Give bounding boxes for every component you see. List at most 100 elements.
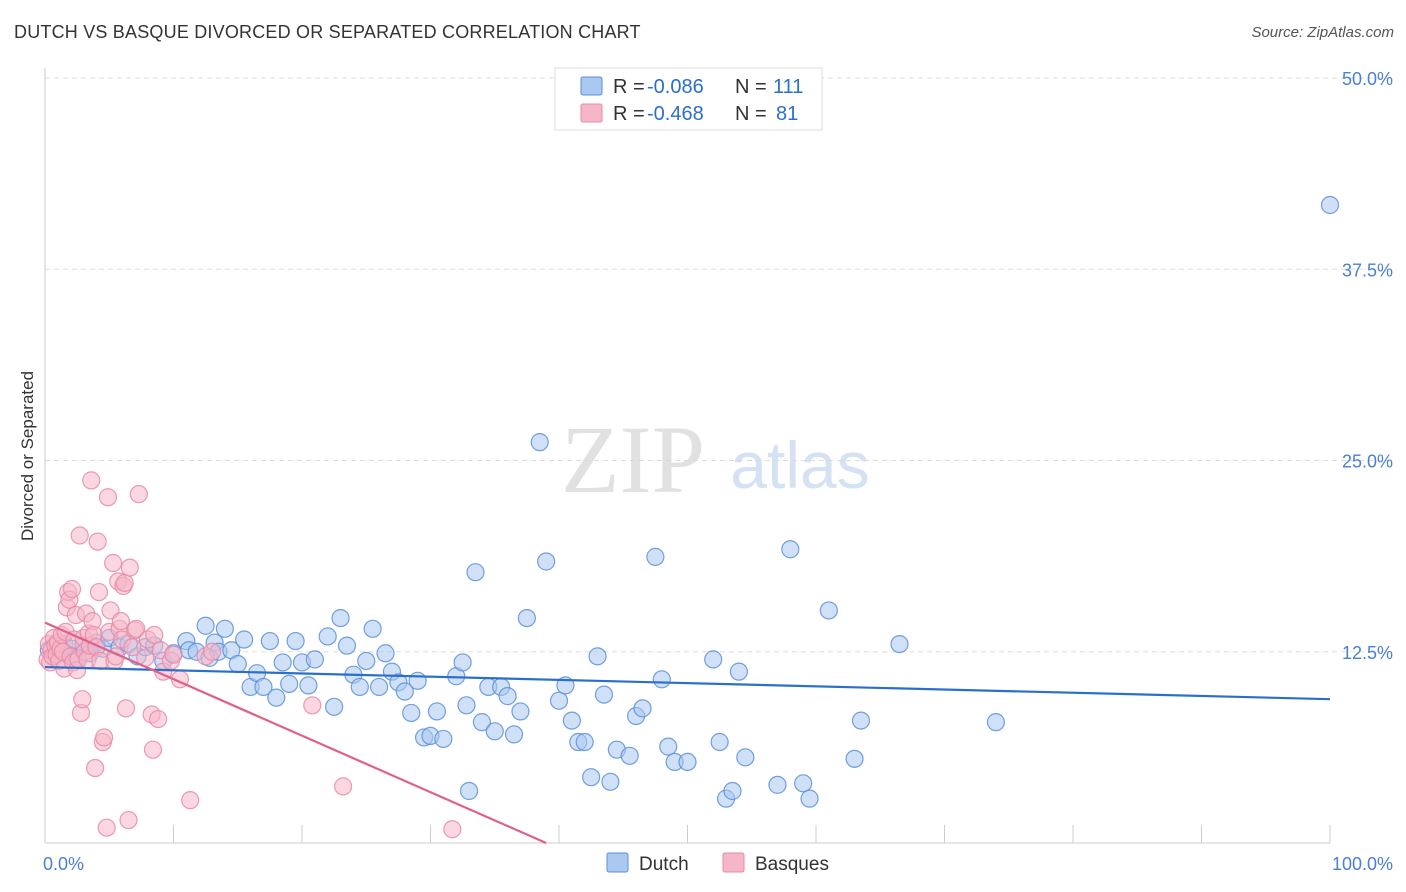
dutch-point xyxy=(273,653,292,672)
dutch-point xyxy=(318,627,337,646)
svg-text:N =: N = xyxy=(735,103,767,125)
chart-source: Source: ZipAtlas.com xyxy=(1251,24,1394,41)
dutch-point xyxy=(453,653,472,672)
basques-point xyxy=(119,810,138,830)
dutch-point xyxy=(485,722,504,741)
y-tick-label: 37.5% xyxy=(1342,260,1393,280)
dutch-point xyxy=(498,687,517,706)
points-layer xyxy=(38,195,1340,839)
dutch-point xyxy=(472,713,491,732)
basques-point xyxy=(129,485,148,504)
dutch-point xyxy=(459,781,479,801)
basques-point xyxy=(303,696,322,715)
svg-text:R =: R = xyxy=(613,76,645,98)
dutch-point xyxy=(652,670,671,689)
dutch-point xyxy=(588,647,607,666)
dutch-point xyxy=(633,699,652,718)
dutch-point xyxy=(228,654,247,674)
trend-layer xyxy=(44,621,1331,845)
dutch-point xyxy=(594,685,614,704)
dutch-point xyxy=(729,662,749,681)
basques-point xyxy=(120,558,139,577)
dutch-point xyxy=(434,729,453,749)
dutch-point xyxy=(851,711,871,730)
x-tick-label: 0.0% xyxy=(43,854,84,874)
dutch-point xyxy=(800,789,819,808)
dutch-point xyxy=(723,781,742,801)
dutch-point xyxy=(562,711,581,730)
y-tick-labels: 12.5% 25.0% 37.5% 50.0% xyxy=(1342,69,1393,663)
basques-point xyxy=(95,728,114,747)
dutch-point xyxy=(582,768,601,787)
basques-point xyxy=(334,777,353,796)
dutch-point xyxy=(357,651,376,671)
basques-point xyxy=(111,612,130,631)
dutch-r-value: -0.086 xyxy=(647,76,704,98)
dutch-point xyxy=(504,725,524,744)
basques-n-value: 81 xyxy=(776,103,798,125)
basques-point xyxy=(127,619,146,638)
x-tick-labels: 0.0% 100.0% xyxy=(43,854,1393,874)
dutch-point xyxy=(427,702,447,721)
svg-text:ZIP: ZIP xyxy=(561,406,705,513)
svg-text:R =: R = xyxy=(613,103,645,125)
x-tick-label: 100.0% xyxy=(1332,854,1393,874)
basques-point xyxy=(98,488,118,507)
dutch-point xyxy=(845,749,864,768)
dutch-point xyxy=(794,774,813,793)
legend-swatch-basques xyxy=(580,103,603,123)
y-tick-label: 25.0% xyxy=(1342,452,1393,472)
basques-point xyxy=(202,642,222,661)
legend-label-dutch: Dutch xyxy=(639,854,689,875)
dutch-point xyxy=(549,691,569,710)
svg-text:atlas: atlas xyxy=(730,428,869,502)
dutch-n-value: 111 xyxy=(773,76,803,98)
dutch-point xyxy=(819,601,838,620)
dutch-point xyxy=(678,752,697,772)
dutch-point xyxy=(710,732,729,752)
basques-point xyxy=(143,740,163,759)
legend-series: Dutch Basques xyxy=(606,852,829,875)
dutch-point xyxy=(646,547,665,566)
dutch-point xyxy=(370,677,389,697)
dutch-point xyxy=(280,674,299,693)
dutch-point xyxy=(350,677,369,697)
basques-point xyxy=(116,699,136,718)
dutch-point xyxy=(517,608,536,628)
basques-point xyxy=(97,818,116,837)
dutch-point xyxy=(466,563,485,582)
dutch-point xyxy=(267,688,286,707)
legend-swatch-dutch xyxy=(580,76,603,96)
basques-point xyxy=(86,758,105,778)
basques-point xyxy=(82,471,101,490)
dutch-point xyxy=(235,630,254,649)
basques-point xyxy=(70,526,89,545)
dutch-point xyxy=(457,696,476,715)
dutch-point xyxy=(196,616,215,635)
dutch-point xyxy=(402,703,421,723)
basques-point xyxy=(73,690,92,709)
legend-bottom-swatch-basques xyxy=(722,852,745,873)
dutch-point xyxy=(511,702,530,721)
dutch-point xyxy=(659,737,678,756)
dutch-point xyxy=(986,713,1006,732)
basques-point xyxy=(443,820,462,839)
dutch-point xyxy=(736,748,755,767)
svg-text:N =: N = xyxy=(735,76,767,98)
dutch-point xyxy=(537,552,556,571)
dutch-point xyxy=(376,644,395,663)
grid-layer xyxy=(45,77,1393,653)
dutch-point xyxy=(395,682,414,701)
watermark: ZIP atlas xyxy=(561,406,870,513)
dutch-point xyxy=(215,619,234,638)
basques-point xyxy=(115,573,134,593)
dutch-point xyxy=(260,631,279,651)
dutch-point xyxy=(325,697,344,716)
basques-point xyxy=(104,553,123,573)
basques-point xyxy=(181,791,200,810)
dutch-point xyxy=(299,676,318,695)
dutch-point xyxy=(337,636,357,655)
dutch-point xyxy=(704,650,723,669)
dutch-point xyxy=(575,732,594,752)
